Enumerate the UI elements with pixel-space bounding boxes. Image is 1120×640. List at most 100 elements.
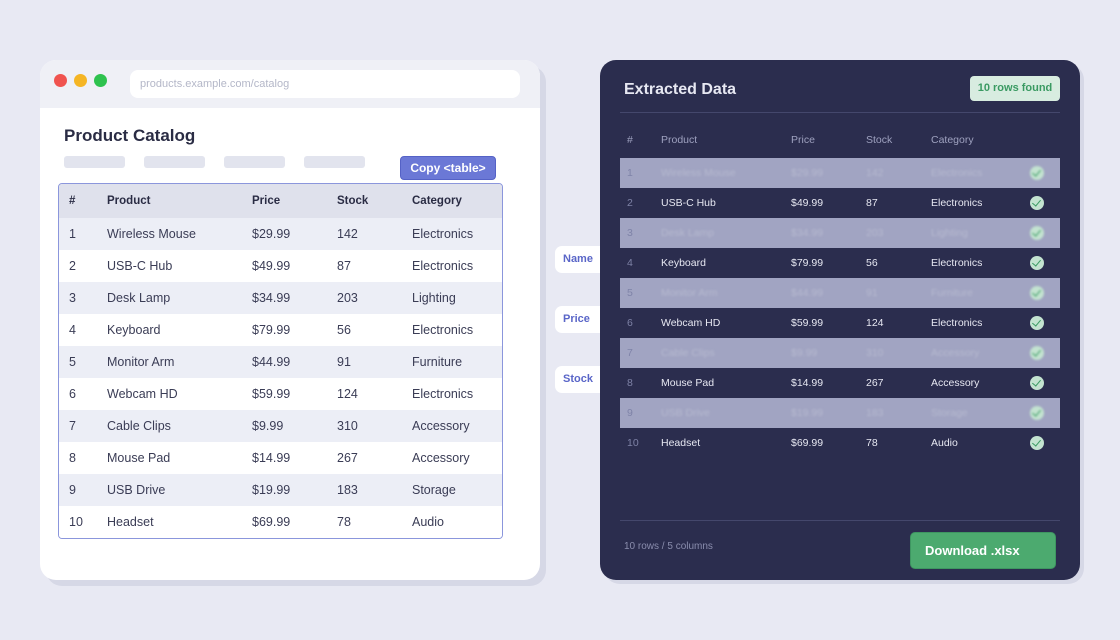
table-cell: 10 [69, 515, 83, 529]
page-title: Product Catalog [64, 126, 196, 145]
output-cell: $29.99 [791, 167, 824, 179]
table-row[interactable]: 1 Wireless Mouse $29.99 142 Electronics [59, 218, 502, 250]
output-cell: Cable Clips [661, 347, 715, 359]
check-icon [1030, 436, 1044, 450]
output-cell: Audio [931, 437, 958, 449]
table-cell: 9 [69, 483, 76, 497]
column-header: # [69, 195, 76, 207]
check-icon [1030, 406, 1044, 420]
table-row[interactable]: 6 Webcam HD $59.99 124 Electronics [59, 378, 502, 410]
table-cell: $79.99 [252, 323, 291, 337]
output-table: 1 Wireless Mouse $29.99 142 Electronics 2 USB-… [620, 158, 1060, 458]
output-row: 9 USB Drive $19.99 183 Storage [620, 398, 1060, 428]
check-icon [1030, 166, 1044, 180]
output-cell: 5 [627, 287, 633, 299]
table-cell: Electronics [412, 259, 474, 273]
table-cell: Electronics [412, 227, 474, 241]
table-cell: Storage [412, 483, 456, 497]
output-cell: Electronics [931, 197, 983, 209]
divider [620, 112, 1060, 113]
output-cell: 91 [866, 287, 878, 299]
output-cell: $59.99 [791, 317, 824, 329]
table-row[interactable]: 3 Desk Lamp $34.99 203 Lighting [59, 282, 502, 314]
row-column-summary: 10 rows / 5 columns [624, 541, 713, 552]
table-cell: 87 [337, 259, 351, 273]
output-cell: 1 [627, 167, 633, 179]
output-header-row: # Product Price Stock Category [620, 130, 1060, 150]
column-header: Price [791, 134, 815, 146]
output-cell: 142 [866, 167, 884, 179]
output-row: 5 Monitor Arm $44.99 91 Furniture [620, 278, 1060, 308]
table-cell: 6 [69, 387, 76, 401]
table-row[interactable]: 8 Mouse Pad $14.99 267 Accessory [59, 442, 502, 474]
close-window-button[interactable] [54, 74, 67, 87]
table-cell: 7 [69, 419, 76, 433]
table-row[interactable]: 10 Headset $69.99 78 Audio [59, 506, 502, 538]
table-cell: USB Drive [107, 483, 166, 497]
table-row[interactable]: 9 USB Drive $19.99 183 Storage [59, 474, 502, 506]
output-cell: Accessory [931, 377, 980, 389]
output-row: 10 Headset $69.99 78 Audio [620, 428, 1060, 458]
placeholder-pill [224, 156, 285, 168]
output-cell: $44.99 [791, 287, 824, 299]
download-xlsx-button[interactable]: Download .xlsx [910, 532, 1056, 569]
output-row: 2 USB-C Hub $49.99 87 Electronics [620, 188, 1060, 218]
output-row: 8 Mouse Pad $14.99 267 Accessory [620, 368, 1060, 398]
table-cell: 267 [337, 451, 358, 465]
table-cell: Accessory [412, 451, 470, 465]
column-header: Category [931, 134, 974, 146]
table-header-row: # Product Price Stock Category [59, 184, 502, 218]
table-row[interactable]: 7 Cable Clips $9.99 310 Accessory [59, 410, 502, 442]
table-cell: 5 [69, 355, 76, 369]
output-cell: Keyboard [661, 257, 706, 269]
table-cell: Desk Lamp [107, 291, 171, 305]
table-cell: $34.99 [252, 291, 291, 305]
output-cell: $69.99 [791, 437, 824, 449]
maximize-window-button[interactable] [94, 74, 107, 87]
source-table[interactable]: # Product Price Stock Category 1 Wireless… [58, 183, 503, 539]
output-row: 3 Desk Lamp $34.99 203 Lighting [620, 218, 1060, 248]
output-cell: 2 [627, 197, 633, 209]
table-cell: $49.99 [252, 259, 291, 273]
output-cell: USB Drive [661, 407, 711, 419]
output-cell: Desk Lamp [661, 227, 715, 239]
table-cell: $69.99 [252, 515, 291, 529]
copy-table-button[interactable]: Copy <table> [400, 156, 496, 180]
address-bar[interactable]: products.example.com/catalog [130, 70, 520, 98]
table-row[interactable]: 5 Monitor Arm $44.99 91 Furniture [59, 346, 502, 378]
output-cell: 4 [627, 257, 633, 269]
check-icon [1030, 376, 1044, 390]
table-cell: Audio [412, 515, 444, 529]
placeholder-pill [144, 156, 205, 168]
output-cell: 124 [866, 317, 884, 329]
output-cell: 3 [627, 227, 633, 239]
column-header: Product [107, 195, 151, 207]
check-icon [1030, 346, 1044, 360]
minimize-window-button[interactable] [74, 74, 87, 87]
table-row[interactable]: 2 USB-C Hub $49.99 87 Electronics [59, 250, 502, 282]
table-cell: 56 [337, 323, 351, 337]
table-cell: Lighting [412, 291, 456, 305]
table-row[interactable]: 4 Keyboard $79.99 56 Electronics [59, 314, 502, 346]
output-cell: $79.99 [791, 257, 824, 269]
table-cell: Furniture [412, 355, 463, 369]
table-cell: Mouse Pad [107, 451, 171, 465]
table-cell: USB-C Hub [107, 259, 173, 273]
output-cell: 8 [627, 377, 633, 389]
output-cell: 87 [866, 197, 878, 209]
check-icon [1030, 286, 1044, 300]
table-cell: 1 [69, 227, 76, 241]
divider [620, 520, 1060, 521]
output-cell: 10 [627, 437, 639, 449]
table-cell: $59.99 [252, 387, 291, 401]
output-cell: 6 [627, 317, 633, 329]
table-cell: 91 [337, 355, 351, 369]
output-cell: $9.99 [791, 347, 818, 359]
extracted-data-panel: Extracted Data 10 rows found # Product P… [600, 60, 1080, 580]
panel-title: Extracted Data [624, 81, 737, 98]
check-icon [1030, 196, 1044, 210]
column-header: # [627, 134, 633, 146]
output-cell: Electronics [931, 167, 983, 179]
output-cell: Webcam HD [661, 317, 721, 329]
column-header: Stock [866, 134, 893, 146]
